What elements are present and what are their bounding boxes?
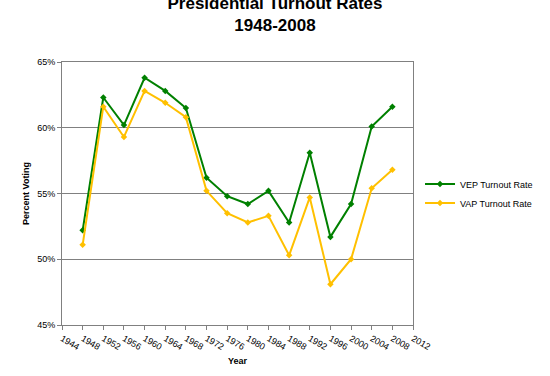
svg-text:2008: 2008 xyxy=(389,333,411,352)
svg-text:1952: 1952 xyxy=(100,333,122,352)
svg-text:50%: 50% xyxy=(37,254,55,264)
svg-text:Year: Year xyxy=(228,356,248,366)
svg-text:Presidential Turnout Rates1948: Presidential Turnout Rates1948-2008 xyxy=(167,0,382,35)
svg-text:1968: 1968 xyxy=(183,333,205,352)
svg-text:55%: 55% xyxy=(37,189,55,199)
svg-text:1996: 1996 xyxy=(327,333,349,352)
svg-text:45%: 45% xyxy=(37,320,55,330)
svg-text:1960: 1960 xyxy=(141,333,163,352)
svg-text:1988: 1988 xyxy=(286,333,308,352)
svg-text:1972: 1972 xyxy=(203,333,225,352)
svg-text:1980: 1980 xyxy=(245,333,267,352)
svg-text:2000: 2000 xyxy=(348,333,370,352)
svg-text:1944: 1944 xyxy=(59,333,81,352)
svg-text:1984: 1984 xyxy=(265,333,287,352)
svg-text:1992: 1992 xyxy=(307,333,329,352)
svg-text:1976: 1976 xyxy=(224,333,246,352)
svg-text:2012: 2012 xyxy=(410,333,432,352)
svg-text:1956: 1956 xyxy=(121,333,143,352)
svg-text:2004: 2004 xyxy=(368,333,390,352)
svg-text:Percent Voting: Percent Voting xyxy=(21,162,31,225)
svg-text:60%: 60% xyxy=(37,123,55,133)
svg-text:1948: 1948 xyxy=(79,333,101,352)
svg-text:VAP Turnout Rate: VAP Turnout Rate xyxy=(460,199,532,209)
svg-text:VEP Turnout Rate: VEP Turnout Rate xyxy=(460,180,532,190)
svg-text:65%: 65% xyxy=(37,57,55,67)
svg-text:1964: 1964 xyxy=(162,333,184,352)
